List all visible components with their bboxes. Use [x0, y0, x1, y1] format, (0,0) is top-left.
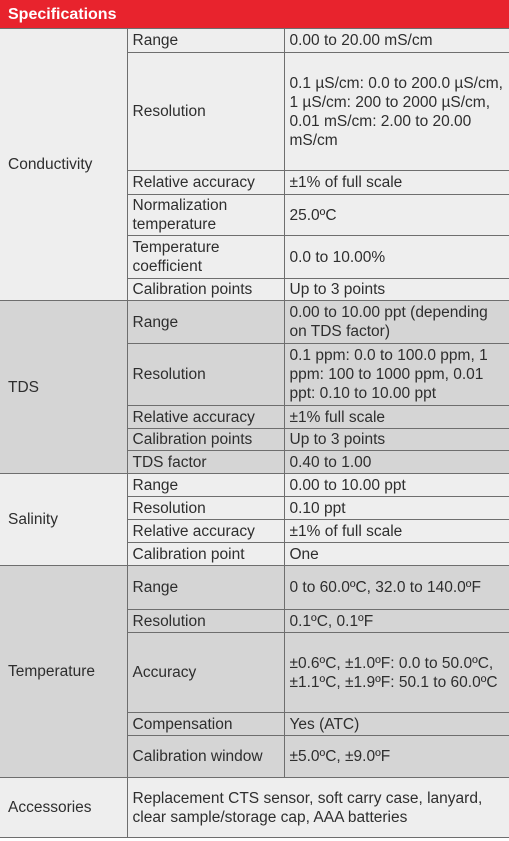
spec-value: 0.1ºC, 0.1ºF — [283, 609, 509, 633]
spec-value: Up to 3 points — [283, 428, 509, 451]
table-row: Accuracy ±0.6ºC, ±1.0ºF: 0.0 to 50.0ºC, ±… — [0, 632, 509, 713]
row-group: Accessories Replacement CTS sensor, soft … — [0, 777, 509, 838]
spec-value: Replacement CTS sensor, soft carry case,… — [126, 777, 509, 838]
spec-label: Relative accuracy — [126, 519, 285, 543]
table-row: Resolution 0.1 ppm: 0.0 to 100.0 ppm, 1 p… — [0, 343, 509, 406]
spec-value: 25.0ºC — [283, 194, 509, 236]
spec-label: TDS factor — [126, 450, 285, 474]
table-row: Calibration points Up to 3 points — [0, 428, 509, 451]
spec-label: Range — [126, 565, 285, 610]
spec-value: 0.40 to 1.00 — [283, 450, 509, 474]
spec-label: Calibration points — [126, 428, 285, 451]
spec-value: 0.00 to 20.00 mS/cm — [283, 28, 509, 53]
spec-label: Calibration points — [126, 278, 285, 301]
group-label: TDS — [0, 300, 128, 474]
row-group: TDS Range 0.00 to 10.00 ppt (depending on … — [0, 300, 509, 474]
table-row: Salinity Range 0.00 to 10.00 ppt — [0, 473, 509, 566]
spec-value: 0 to 60.0ºC, 32.0 to 140.0ºF — [283, 565, 509, 610]
spec-label: Calibration point — [126, 542, 285, 566]
spec-value: 0.00 to 10.00 ppt (depending on TDS fact… — [283, 300, 509, 344]
spec-label: Resolution — [126, 52, 285, 171]
spec-label: Range — [126, 300, 285, 344]
group-label: Accessories — [0, 777, 128, 838]
spec-value: Yes (ATC) — [283, 712, 509, 736]
spec-value: 0.00 to 10.00 ppt — [283, 473, 509, 497]
row-group: Conductivity Range 0.00 to 20.00 mS/cm Reso… — [0, 28, 509, 301]
group-label: Conductivity — [0, 28, 128, 301]
table-row: Resolution 0.1ºC, 0.1ºF — [0, 609, 509, 633]
spec-value: ±1% of full scale — [283, 170, 509, 195]
spec-label: Range — [126, 473, 285, 497]
group-label: Temperature — [0, 565, 128, 778]
table-row: TDS Range 0.00 to 10.00 ppt (depending on … — [0, 300, 509, 474]
table-row: Relative accuracy ±1% of full scale — [0, 519, 509, 543]
spec-value: One — [283, 542, 509, 566]
spec-value: ±1% of full scale — [283, 519, 509, 543]
spec-value: 0.1 µS/cm: 0.0 to 200.0 µS/cm, 1 µS/cm: … — [283, 52, 509, 171]
spec-label: Resolution — [126, 343, 285, 406]
row-group: Temperature Range 0 to 60.0ºC, 32.0 to 140… — [0, 565, 509, 778]
table-row: Temperature Range 0 to 60.0ºC, 32.0 to 140… — [0, 565, 509, 778]
group-label: Salinity — [0, 473, 128, 566]
table-row: Temperature coefficient 0.0 to 10.00% — [0, 235, 509, 279]
spec-label: Compensation — [126, 712, 285, 736]
table-row: Normalization temperature 25.0ºC — [0, 194, 509, 236]
spec-value: 0.1 ppm: 0.0 to 100.0 ppm, 1 ppm: 100 to… — [283, 343, 509, 406]
table-row: Accessories Replacement CTS sensor, soft … — [0, 777, 509, 838]
spec-label: Normalization temperature — [126, 194, 285, 236]
spec-value: ±1% full scale — [283, 405, 509, 429]
spec-value: ±5.0ºC, ±9.0ºF — [283, 735, 509, 778]
spec-label: Calibration window — [126, 735, 285, 778]
table-row: Relative accuracy ±1% of full scale — [0, 170, 509, 195]
spec-label: Resolution — [126, 496, 285, 520]
spec-label: Resolution — [126, 609, 285, 633]
spec-value: 0.10 ppt — [283, 496, 509, 520]
spec-label: Relative accuracy — [126, 170, 285, 195]
spec-value: Up to 3 points — [283, 278, 509, 301]
spec-value: ±0.6ºC, ±1.0ºF: 0.0 to 50.0ºC, ±1.1ºC, ±… — [283, 632, 509, 713]
spec-label: Relative accuracy — [126, 405, 285, 429]
spec-value: 0.0 to 10.00% — [283, 235, 509, 279]
row-group: Salinity Range 0.00 to 10.00 ppt Resolution… — [0, 473, 509, 566]
spec-label: Accuracy — [126, 632, 285, 713]
table-row: Relative accuracy ±1% full scale — [0, 405, 509, 429]
table-row: Conductivity Range 0.00 to 20.00 mS/cm — [0, 28, 509, 301]
table-row: Compensation Yes (ATC) — [0, 712, 509, 736]
table-row: Calibration point One — [0, 542, 509, 566]
spec-label: Range — [126, 28, 285, 53]
table-row: Calibration window ±5.0ºC, ±9.0ºF — [0, 735, 509, 778]
spec-label: Temperature coefficient — [126, 235, 285, 279]
header-title: Specifications — [0, 0, 509, 28]
spec-table: Conductivity Range 0.00 to 20.00 mS/cm Reso… — [0, 28, 509, 838]
